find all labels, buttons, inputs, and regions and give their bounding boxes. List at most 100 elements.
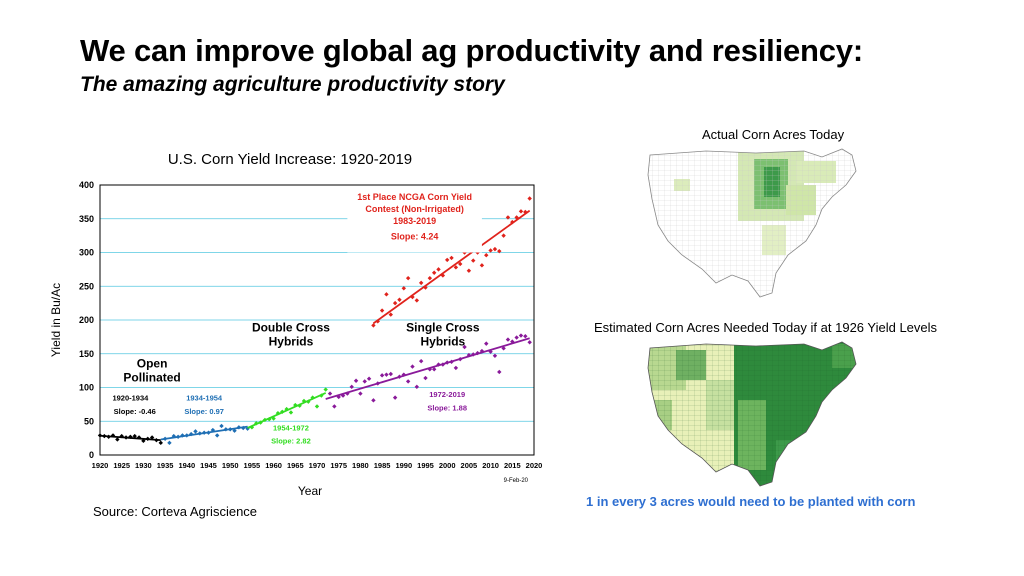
- data-point: [397, 297, 402, 302]
- slope-label-1954-1972: Slope: 2.82: [271, 437, 311, 446]
- data-point: [388, 371, 393, 377]
- data-point: [358, 391, 363, 396]
- gridlines: [100, 218, 534, 422]
- data-point: [484, 341, 489, 346]
- era-label-single-cross: Hybrids: [421, 334, 466, 348]
- y-tick-label: 350: [79, 214, 94, 224]
- data-point: [275, 410, 281, 416]
- data-point: [362, 379, 367, 384]
- data-point: [167, 440, 172, 446]
- data-point: [501, 346, 506, 351]
- data-point: [392, 395, 398, 400]
- x-tick-label: 2015: [504, 461, 521, 470]
- data-point: [405, 275, 411, 281]
- y-tick-label: 150: [79, 349, 94, 359]
- data-point: [453, 365, 459, 371]
- data-point: [210, 427, 216, 433]
- map-caption: 1 in every 3 acres would need to be plan…: [586, 494, 916, 509]
- data-point: [449, 255, 454, 261]
- data-point: [523, 334, 528, 339]
- slope-label-1920-1934: Slope: -0.46: [114, 407, 156, 416]
- data-point: [366, 376, 372, 381]
- series-label-1934-1954: 1934-1954: [186, 393, 223, 402]
- x-tick-label: 1955: [244, 461, 261, 470]
- y-tick-labels: 0 50 100 150 200 250 300 350 400: [79, 180, 94, 460]
- slide-subtitle: The amazing agriculture productivity sto…: [80, 73, 505, 96]
- data-point: [327, 391, 333, 396]
- slope-label-1972-2019: Slope: 1.88: [427, 403, 467, 412]
- y-tick-label: 250: [79, 281, 94, 291]
- era-label-open-pollinated: Pollinated: [123, 370, 180, 384]
- series-1972-2019: [325, 333, 532, 409]
- x-tick-label: 1950: [222, 461, 239, 470]
- x-tick-label: 2020: [526, 461, 543, 470]
- data-point: [323, 387, 328, 392]
- data-point: [214, 433, 220, 438]
- data-point: [314, 404, 320, 409]
- data-point: [453, 265, 459, 270]
- x-tick-labels: 1920 1925 1930 1935 1940 1945 1950 1955 1960 1965…: [92, 461, 543, 470]
- actual-map-title: Actual Corn Acres Today: [702, 127, 845, 142]
- series-label-1954-1972: 1954-1972: [273, 424, 309, 433]
- data-point: [518, 333, 524, 338]
- trend-line: [99, 434, 161, 442]
- data-layer: [97, 196, 532, 446]
- data-point: [132, 433, 137, 439]
- data-point: [445, 257, 450, 263]
- x-tick-label: 1960: [265, 461, 282, 470]
- series-1954-1972: [247, 387, 328, 430]
- data-point: [219, 423, 224, 429]
- slope-label-1934-1954: Slope: 0.97: [184, 407, 224, 416]
- data-point: [353, 378, 359, 383]
- data-point: [332, 404, 337, 409]
- x-tick-label: 1970: [309, 461, 326, 470]
- x-axis-label: Year: [298, 484, 322, 498]
- data-point: [371, 398, 376, 403]
- data-point: [410, 364, 415, 369]
- data-point: [418, 280, 424, 286]
- data-point: [505, 215, 511, 220]
- ncga-title-line: Contest (Non-Irrigated): [365, 204, 464, 214]
- data-point: [505, 337, 511, 342]
- series-1920-1934: [97, 433, 163, 446]
- data-point: [488, 248, 493, 253]
- x-tick-label: 1985: [374, 461, 391, 470]
- y-axis-label: Yield in Bu/Ac: [49, 283, 63, 357]
- data-point: [371, 323, 376, 328]
- x-tick-label: 2005: [461, 461, 478, 470]
- series-1934-1954: [160, 423, 250, 446]
- source-note: Source: Corteva Agriscience: [93, 504, 258, 519]
- date-stamp: 9-Feb-20: [504, 478, 529, 484]
- data-point: [458, 261, 463, 267]
- x-tick-label: 1980: [352, 461, 369, 470]
- y-tick-label: 50: [84, 416, 94, 426]
- x-tick-label: 1975: [330, 461, 347, 470]
- x-tick-label: 1935: [157, 461, 174, 470]
- slide-title: We can improve global ag productivity an…: [80, 33, 863, 68]
- series-1983-2019: [371, 196, 532, 328]
- ncga-label-background: [347, 190, 482, 253]
- data-point: [193, 429, 198, 434]
- data-point: [418, 358, 424, 364]
- data-point: [384, 372, 389, 377]
- data-point: [158, 440, 163, 446]
- data-point: [436, 267, 441, 272]
- data-point: [471, 258, 476, 263]
- y-tick-label: 0: [89, 450, 94, 460]
- data-point: [349, 384, 354, 390]
- plot-area: [99, 184, 535, 456]
- needed-map-title: Estimated Corn Acres Needed Today if at …: [594, 320, 938, 335]
- y-tick-label: 200: [79, 315, 94, 325]
- x-tick-label: 1925: [113, 461, 130, 470]
- data-point: [427, 275, 433, 281]
- x-tick-label: 2000: [439, 461, 456, 470]
- data-point: [492, 353, 498, 358]
- data-point: [401, 286, 406, 291]
- y-tick-label: 100: [79, 383, 94, 393]
- corn-yield-chart: U.S. Corn Yield Increase: 1920-2019 0 50 1…: [49, 151, 543, 498]
- data-point: [527, 196, 532, 201]
- x-tick-label: 1945: [200, 461, 217, 470]
- data-point: [479, 263, 485, 268]
- data-point: [414, 384, 420, 390]
- data-point: [514, 335, 519, 340]
